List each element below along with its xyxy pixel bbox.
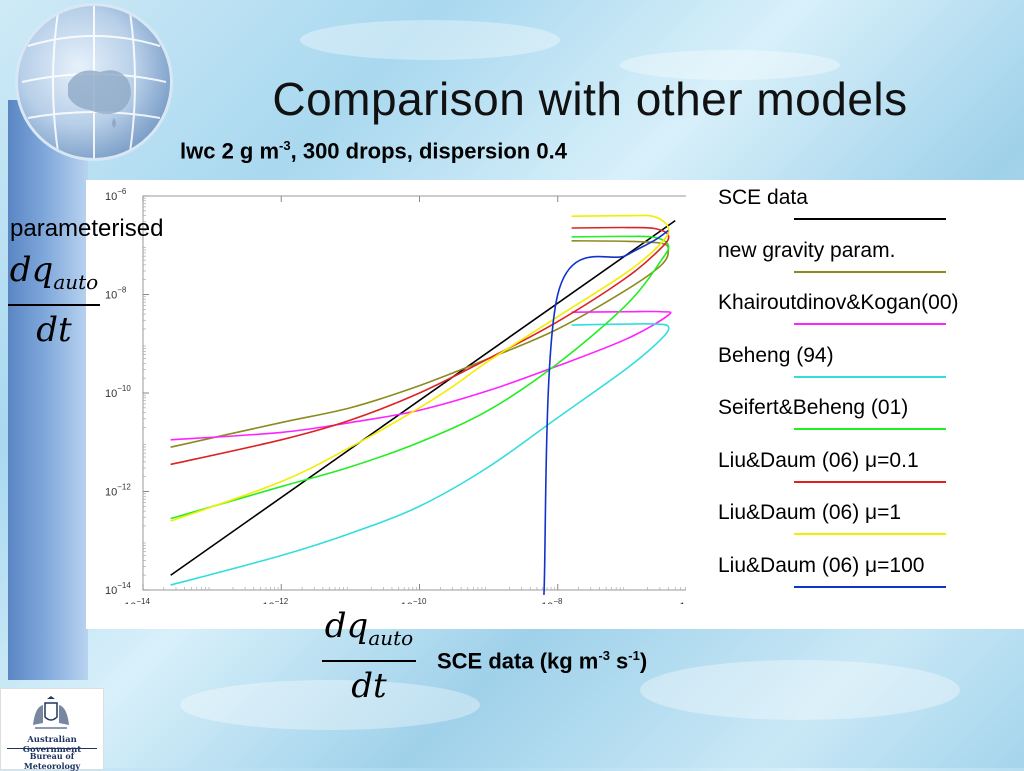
series-line xyxy=(170,323,670,586)
y-tick-label: 10−12 xyxy=(105,483,131,499)
legend-label: new gravity param. xyxy=(718,238,896,262)
legend-label: Beheng (94) xyxy=(718,343,834,367)
legend-item: SCE data xyxy=(718,184,1018,237)
subtitle-exp: -3 xyxy=(279,138,291,153)
x-tick-label: 10−6 xyxy=(679,597,686,604)
y-tick-label: 10−14 xyxy=(105,581,131,597)
legend-item: Beheng (94) xyxy=(718,342,1018,395)
fraction-bar xyxy=(8,303,100,306)
plot-panel xyxy=(86,180,1024,629)
subtitle-main: lwc 2 g m xyxy=(180,138,280,164)
legend-label: Liu&Daum (06) μ=0.1 xyxy=(718,448,919,472)
fraction-bar xyxy=(322,659,416,662)
legend-item: new gravity param. xyxy=(718,237,1018,290)
x-tick-label: 10−8 xyxy=(541,597,563,604)
logo-divider xyxy=(7,748,97,749)
numerator-text: dq xyxy=(324,606,369,646)
series-line xyxy=(170,214,670,522)
x-tick-label: 10−10 xyxy=(401,597,427,604)
legend-item: Liu&Daum (06) μ=1 xyxy=(718,499,1018,552)
x-tick-label: 10−14 xyxy=(124,597,150,604)
series-line xyxy=(170,235,670,520)
fraction-denominator: dt xyxy=(36,309,72,350)
series-line xyxy=(170,310,672,441)
coat-of-arms-icon xyxy=(33,696,69,729)
legend-label: Seifert&Beheng (01) xyxy=(718,396,909,419)
y-tick-label: 10−8 xyxy=(105,286,127,302)
xlabel-exp: -3 xyxy=(598,648,610,663)
series-line xyxy=(170,240,670,448)
numerator-text: dq xyxy=(9,250,54,290)
numerator-subscript: auto xyxy=(53,269,99,294)
xlabel-exp: -1 xyxy=(628,648,640,663)
legend-item: Liu&Daum (06) μ=0.1 xyxy=(718,447,1018,500)
legend-swatch xyxy=(794,533,946,535)
series-line xyxy=(170,219,676,576)
fraction-numerator: dqauto xyxy=(8,250,100,302)
left-sidebar-bar xyxy=(8,100,88,680)
fraction-numerator: dqauto xyxy=(322,606,416,658)
y-tick-label: 10−10 xyxy=(105,384,131,400)
legend-swatch xyxy=(794,428,946,430)
series-line xyxy=(170,226,670,466)
slide-title: Comparison with other models xyxy=(272,73,908,125)
legend-item: Seifert&Beheng (01) xyxy=(718,394,1018,447)
x-axis-fraction: dqauto dt xyxy=(322,606,416,704)
subtitle-rest: , 300 drops, dispersion 0.4 xyxy=(290,138,567,164)
x-tick-label: 10−12 xyxy=(262,597,288,604)
y-tick-label: 10−6 xyxy=(105,187,127,203)
legend-swatch xyxy=(794,270,946,273)
chart-legend: SCE data new gravity param. Khairoutdinov&… xyxy=(718,184,1018,604)
y-axis-fraction: dqauto dt xyxy=(8,250,100,348)
xlabel-part: SCE data (kg m xyxy=(437,648,599,674)
xlabel-part: ) xyxy=(639,648,648,674)
legend-label: Khairoutdinov&Kogan(00) xyxy=(718,291,959,314)
legend-swatch xyxy=(794,218,946,220)
plot-frame xyxy=(142,195,686,591)
x-axis-annotation: SCE data (kg m-3 s-1) xyxy=(437,648,647,674)
y-axis-annotation: parameterised xyxy=(10,215,164,242)
legend-item: Liu&Daum (06) μ=100 xyxy=(718,552,1018,605)
series-line xyxy=(543,229,669,595)
legend-item: Khairoutdinov&Kogan(00) xyxy=(718,289,1018,342)
water-highlight xyxy=(300,20,560,60)
legend-label: Liu&Daum (06) μ=100 xyxy=(718,553,925,577)
logo-line1: Australian Government xyxy=(22,735,82,755)
legend-swatch xyxy=(794,480,946,483)
bom-logo: Australian Government Bureau of Meteorol… xyxy=(0,688,104,771)
water-highlight xyxy=(180,680,480,730)
water-highlight xyxy=(620,50,840,80)
globe-logo xyxy=(18,6,170,158)
legend-swatch xyxy=(794,323,946,325)
legend-swatch xyxy=(794,585,946,588)
logo-line2: Bureau of Meteorology xyxy=(23,751,81,771)
numerator-subscript: auto xyxy=(368,625,414,650)
water-highlight xyxy=(640,660,960,720)
legend-swatch xyxy=(794,375,946,378)
slide-subtitle: lwc 2 g m-3, 300 drops, dispersion 0.4 xyxy=(180,138,567,164)
comparison-chart: 10−14 10−12 10−10 10−8 10−6 10−14 10−12 10−10 10… xyxy=(105,187,686,604)
legend-label: SCE data xyxy=(718,186,808,209)
fraction-denominator: dt xyxy=(351,665,387,706)
legend-label: Liu&Daum (06) μ=1 xyxy=(718,501,902,524)
xlabel-part: s xyxy=(609,648,629,674)
